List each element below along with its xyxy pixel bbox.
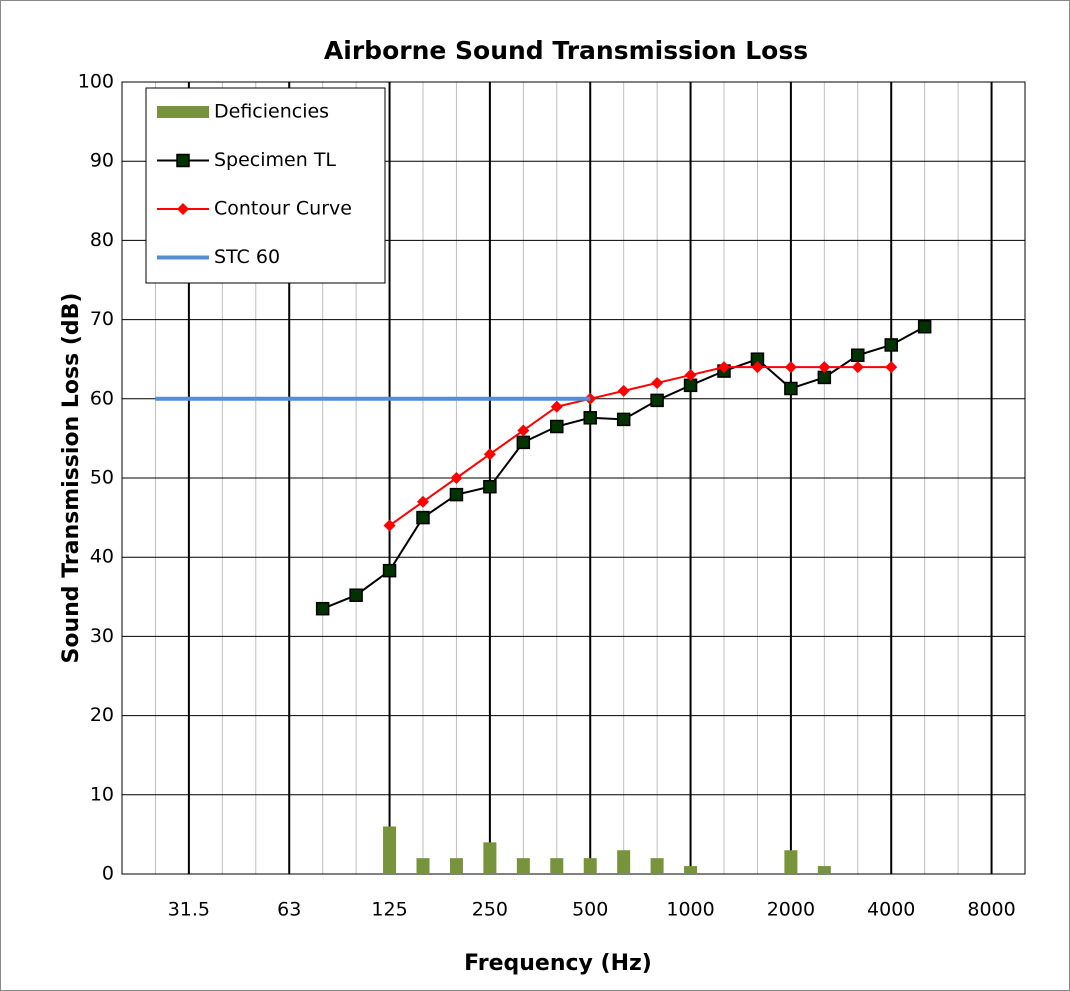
marker xyxy=(917,319,932,334)
marker xyxy=(650,393,664,408)
marker xyxy=(818,361,831,374)
bar xyxy=(483,842,497,874)
bar xyxy=(416,858,430,874)
bar xyxy=(383,826,397,874)
x-axis-label: Frequency (Hz) xyxy=(464,951,652,976)
marker xyxy=(851,348,865,362)
y-tick-label: 50 xyxy=(90,467,114,489)
marker xyxy=(884,338,898,352)
legend-swatch xyxy=(157,106,209,118)
x-tick-label: 63 xyxy=(277,899,301,921)
bar xyxy=(684,866,698,874)
marker xyxy=(383,519,396,532)
marker xyxy=(784,361,797,374)
marker xyxy=(718,361,730,374)
legend-label: STC 60 xyxy=(214,246,280,268)
marker xyxy=(315,601,330,616)
y-tick-label: 20 xyxy=(90,704,114,726)
x-tick-label: 2000 xyxy=(767,899,815,921)
chart-title: Airborne Sound Transmission Loss xyxy=(324,36,808,65)
bar xyxy=(583,858,597,874)
bar xyxy=(650,858,664,874)
legend-label: Deficiencies xyxy=(214,101,329,123)
marker xyxy=(417,495,429,508)
marker xyxy=(851,361,864,374)
y-tick-label: 100 xyxy=(78,71,114,93)
marker xyxy=(550,419,564,434)
marker xyxy=(382,563,397,578)
legend-marker xyxy=(176,153,190,168)
y-tick-label: 40 xyxy=(90,546,114,568)
marker xyxy=(550,400,563,413)
legend-label: Specimen TL xyxy=(214,149,336,171)
marker xyxy=(349,588,363,602)
bar xyxy=(784,850,798,874)
x-tick-label: 500 xyxy=(572,899,608,921)
y-tick-label: 10 xyxy=(90,783,114,805)
marker xyxy=(683,378,698,393)
y-tick-label: 80 xyxy=(90,229,114,251)
marker xyxy=(583,411,597,425)
marker xyxy=(651,376,664,389)
marker xyxy=(817,370,832,385)
y-tick-label: 30 xyxy=(90,625,114,647)
x-tick-label: 8000 xyxy=(967,899,1015,921)
y-tick-label: 90 xyxy=(90,150,114,172)
bar xyxy=(449,858,463,874)
marker xyxy=(449,487,464,502)
legend-label: Contour Curve xyxy=(214,198,352,220)
y-axis-label: Sound Transmission Loss (dB) xyxy=(59,293,84,664)
bar xyxy=(516,858,530,874)
x-tick-label: 31.5 xyxy=(168,899,210,921)
x-tick-label: 250 xyxy=(472,899,508,921)
marker xyxy=(784,381,798,396)
marker xyxy=(616,412,631,427)
x-tick-label: 1000 xyxy=(666,899,714,921)
marker xyxy=(483,448,496,461)
bar xyxy=(617,850,631,874)
marker xyxy=(516,435,531,450)
marker xyxy=(483,479,497,494)
x-tick-label: 125 xyxy=(371,899,407,921)
legend-box xyxy=(145,87,386,284)
marker xyxy=(751,361,764,374)
y-tick-label: 0 xyxy=(102,863,114,885)
series-line xyxy=(388,366,892,527)
x-tick-label: 4000 xyxy=(867,899,915,921)
marker xyxy=(617,384,630,397)
plot-border xyxy=(121,81,1026,875)
y-tick-label: 70 xyxy=(90,308,114,330)
marker xyxy=(450,472,463,484)
marker xyxy=(517,424,530,437)
bar xyxy=(817,866,831,874)
marker xyxy=(684,369,697,382)
marker xyxy=(885,361,898,374)
marker xyxy=(416,510,430,525)
legend-marker xyxy=(177,203,189,215)
bar xyxy=(550,858,564,874)
y-tick-label: 60 xyxy=(90,387,114,409)
